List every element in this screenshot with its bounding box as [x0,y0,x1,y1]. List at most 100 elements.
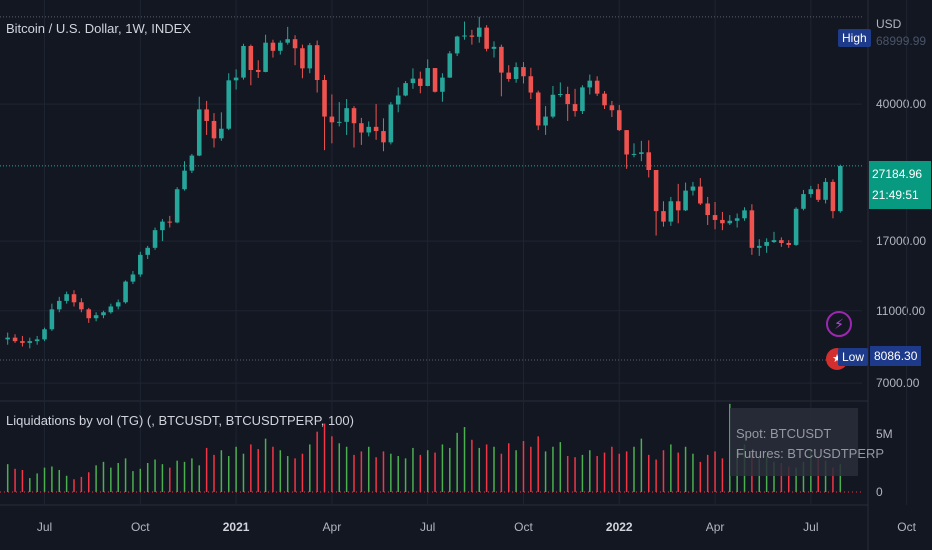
candle-body [381,131,386,143]
price-tick-label: 17000.00 [876,234,926,248]
volume-bar [537,436,539,492]
volume-bar [574,457,576,492]
candle-body [329,116,335,123]
volume-bar [338,443,341,492]
candle-body [285,39,290,43]
candle-body [152,230,158,248]
volume-bar [618,453,621,492]
candle-body [79,302,84,310]
volume-bar [721,458,724,492]
candle-body [698,186,703,204]
time-tick-label: 2021 [223,520,250,534]
volume-bar [183,461,186,492]
volume-bar [603,452,606,492]
current-price: 27184.96 [872,167,923,181]
futures-label: Futures: BTCUSDTPERP [736,446,885,461]
volume-bar [655,459,657,492]
candle-body [270,42,276,51]
volume-bar [264,438,267,492]
candle-body [440,77,445,92]
time-tick-label: Jul [803,520,818,534]
candle-body [182,170,187,190]
candle-body [219,128,224,139]
volume-bar [515,450,517,492]
volume-bar [257,449,259,492]
candle-body [690,186,696,191]
candle-body [727,220,733,224]
volume-bar [729,403,731,492]
candle-body [779,240,784,243]
candle-body [395,95,401,105]
candle-body [616,110,622,131]
volume-bar [552,446,554,492]
volume-bar [29,478,31,492]
candle-body [646,152,652,171]
candle-body [233,77,239,81]
candle-body [801,194,806,209]
candle-body [558,94,563,96]
volume-bar [581,454,584,492]
volume-bar [633,446,635,492]
indicator-title[interactable]: Liquidations by vol (TG) (, BTCUSDT, BTC… [6,413,354,428]
volume-bar [699,461,702,492]
candle-body [322,79,327,117]
candle-body [12,337,18,342]
candle-body [454,36,460,54]
candle-body [248,46,254,70]
candle-body [336,121,342,123]
indicator-legend-box [730,408,858,476]
volume-bar [353,454,355,492]
volume-bar [220,450,223,492]
volume-bar [191,458,193,492]
candle-body [587,80,593,88]
low-value: 8086.30 [870,346,922,366]
current-price-badge: 27184.96 21:49:51 [869,161,931,209]
time-tick-label: Jul [37,520,52,534]
volume-bar [839,464,842,492]
volume-bar [419,454,422,492]
volume-bar [611,446,613,492]
time-tick-label: Oct [131,520,150,534]
time-tick-label: 2022 [606,520,633,534]
volume-bar [367,446,370,492]
candle-body [675,201,681,211]
volume-bar [530,446,532,492]
volume-bar [434,452,436,492]
candle-body [609,105,615,111]
volume-bar [684,446,687,492]
volume-bar [544,451,547,492]
candle-body [786,242,792,245]
candle-body [167,221,173,223]
candle-body [359,123,364,133]
volume-bar [412,447,414,492]
candle-body [410,78,416,84]
volume-bar [832,467,834,492]
lightning-icon[interactable]: ⚡ [826,311,852,337]
candle-body [108,306,114,313]
time-tick-label: Oct [514,520,533,534]
volume-bar [692,453,694,492]
volume-bar [640,438,643,492]
volume-bar [139,468,142,492]
volume-bar [824,460,827,492]
volume-bar [242,453,245,492]
volume-bar [559,442,562,492]
candle-body [115,302,121,307]
candle-body [815,189,821,200]
currency-label: USD [876,17,902,31]
candle-body [639,152,644,154]
candle-body [432,68,438,92]
volume-bar [132,471,134,492]
volume-bar [670,444,672,492]
volume-bar [14,468,16,492]
volume-bar [404,458,407,492]
volume-bar [65,475,68,492]
candle-body [174,189,180,223]
candle-body [793,208,799,245]
low-badge: Low [838,348,869,366]
time-tick-label: Apr [706,520,725,534]
candle-body [491,46,497,49]
volume-bar [426,450,429,492]
candle-body [71,294,77,303]
